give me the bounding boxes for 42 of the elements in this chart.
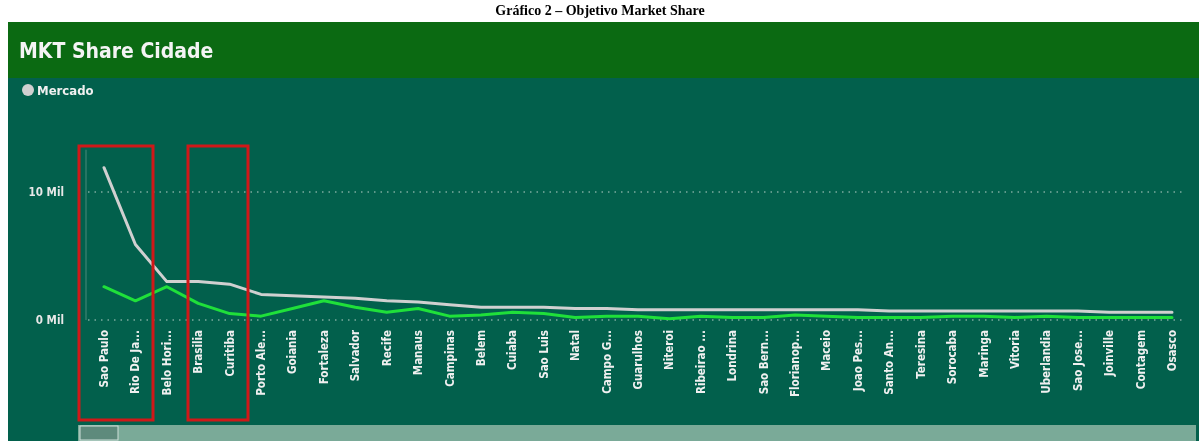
x-tick-label: Niteroi (662, 330, 677, 370)
x-tick-label: Sorocaba (945, 329, 960, 385)
x-tick-label: Belem (473, 330, 488, 367)
x-tick-label: Belo Hori... (159, 330, 174, 396)
x-tick-label: Goiania (285, 329, 300, 375)
x-tick-label: Teresina (913, 329, 928, 379)
x-tick-label: Campinas (442, 330, 457, 387)
x-tick-label: Contagem (1133, 330, 1148, 390)
x-tick-label: Rio De Ja... (128, 330, 143, 395)
x-tick-label: Florianop... (788, 330, 803, 398)
x-tick-label: Fortaleza (316, 329, 331, 385)
x-tick-label: Santo An... (882, 330, 897, 395)
x-tick-label: Ribeirao ... (693, 330, 708, 395)
x-tick-label: Sao Bern... (756, 330, 771, 395)
x-tick-label: Salvador (348, 329, 363, 382)
x-tick-label: Londrina (725, 329, 740, 382)
x-tick-label: Joinville (1102, 330, 1117, 378)
x-tick-label: Recife (379, 330, 394, 367)
x-tick-label: Vitoria (1007, 330, 1022, 370)
x-tick-label: Sao Paulo (97, 330, 111, 388)
x-tick-label: Maceio (819, 330, 834, 372)
y-tick-label: 0 Mil (35, 313, 64, 327)
line-series (102, 166, 1174, 314)
x-tick-label: Maringa (976, 329, 991, 378)
y-tick-label: 10 Mil (28, 185, 64, 199)
x-tick-label: Natal (568, 330, 583, 362)
x-tick-label: Uberlandia (1039, 329, 1054, 394)
x-tick-label: Sao Luis (536, 330, 551, 379)
x-tick-label: Porto Ale... (254, 330, 269, 396)
text: Gráfico 2 – Objetivo Market Share (495, 3, 705, 18)
x-tick-label: Campo G... (599, 330, 614, 394)
x-tick-label: Brasilia (191, 329, 206, 374)
x-tick-label: Sao Jose... (1070, 330, 1085, 392)
x-tick-label: Curitiba (222, 329, 237, 377)
x-tick-label: Guarulhos (631, 330, 645, 390)
chart-title: MKT Share Cidade (19, 39, 214, 63)
legend-label: Mercado (37, 83, 94, 98)
line-series (102, 285, 1174, 321)
x-tick-label: Joao Pes... (850, 330, 865, 393)
x-tick-label: Osasco (1165, 330, 1179, 372)
x-tick-label: Manaus (411, 330, 426, 376)
x-tick-label: Cuiaba (505, 329, 520, 370)
